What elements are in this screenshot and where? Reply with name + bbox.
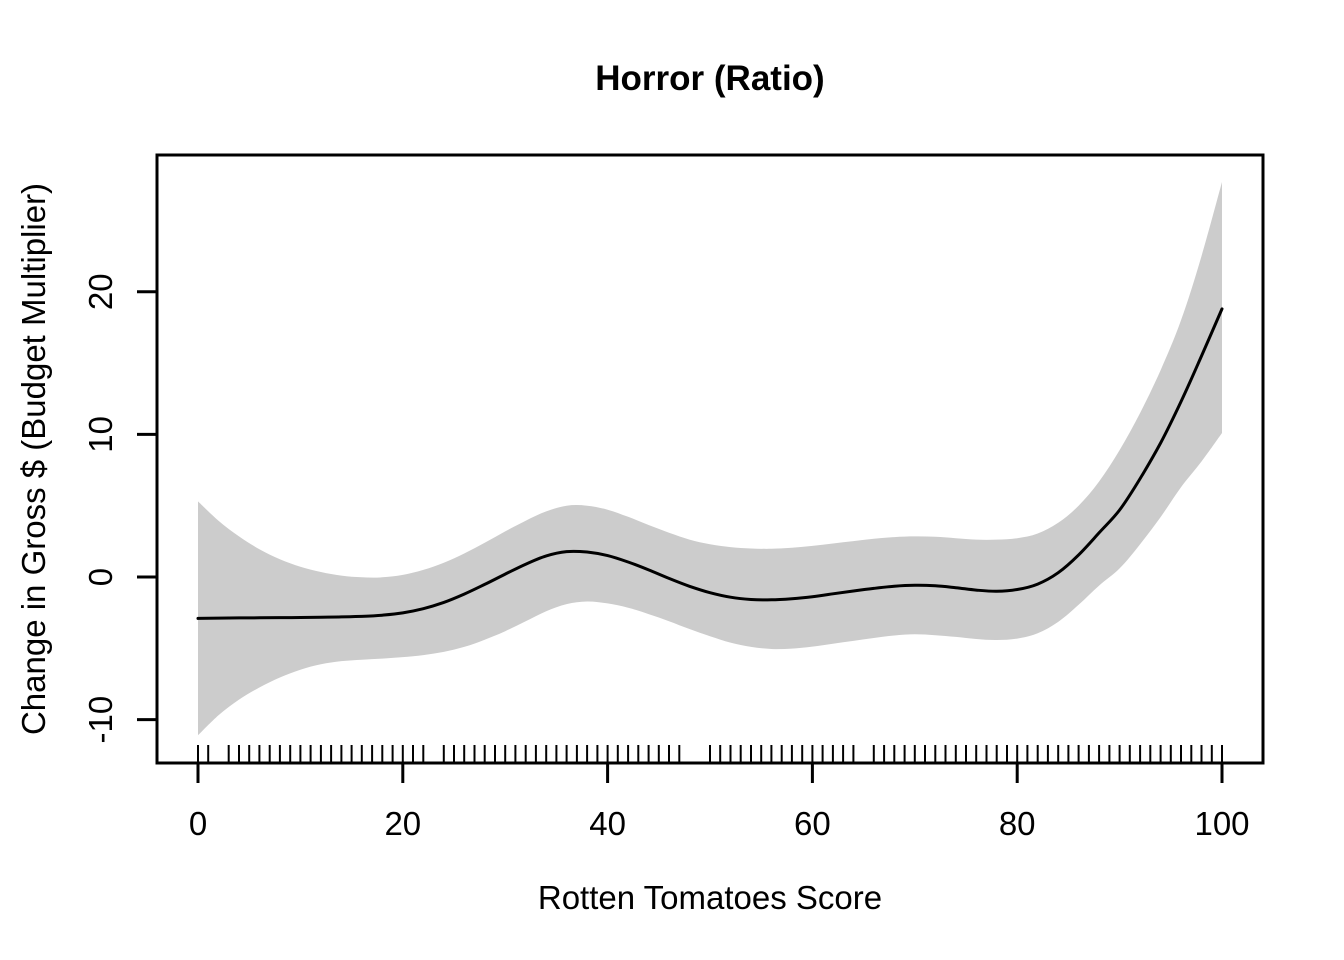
plot-border: [155, 153, 1265, 765]
x-axis-title: Rotten Tomatoes Score: [538, 879, 882, 916]
y-tick-label: 10: [82, 416, 119, 453]
y-axis-title: Change in Gross $ (Budget Multiplier): [15, 183, 52, 735]
x-tick-label: 0: [189, 805, 207, 842]
x-axis: 0 20 40 60 80 100: [189, 763, 1250, 842]
y-tick-label: 20: [82, 273, 119, 310]
smooth-fit-line: [196, 307, 1224, 620]
chart-title: Horror (Ratio): [595, 59, 824, 98]
y-axis: -10 0 10 20: [82, 273, 157, 743]
confidence-band: [198, 182, 1222, 736]
x-tick-label: 100: [1194, 805, 1249, 842]
x-tick-label: 80: [999, 805, 1036, 842]
y-tick-label: 0: [82, 568, 119, 586]
rug-ticks: [197, 745, 1223, 762]
x-tick-label: 20: [384, 805, 421, 842]
y-tick-label: -10: [82, 696, 119, 744]
x-tick-label: 60: [794, 805, 831, 842]
x-tick-label: 40: [589, 805, 626, 842]
